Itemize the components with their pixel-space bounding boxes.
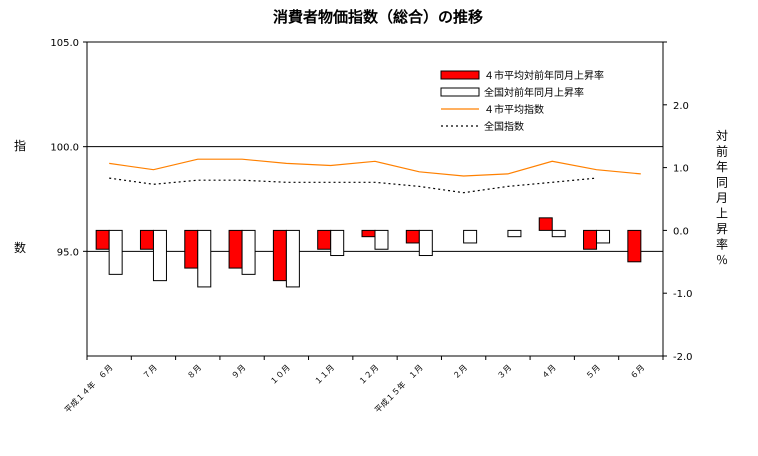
right-axis-label: ％: [716, 253, 728, 267]
left-axis-label: 指: [14, 138, 26, 153]
right-axis-label: 上: [716, 207, 728, 221]
bar-national-rate: [108, 229, 123, 275]
bar-national-rate: [596, 229, 611, 244]
right-tick-label: 1.0: [673, 164, 689, 175]
right-axis-label: 月: [716, 191, 728, 205]
chart-title: 消費者物価指数（総合）の推移: [273, 8, 483, 26]
x-tick-label: １２月: [357, 363, 380, 386]
bar-national-rate: [463, 229, 478, 244]
x-tick-label: ６月: [629, 363, 647, 381]
bar-city-avg-rate: [361, 229, 376, 238]
x-tick-label: ４月: [540, 363, 558, 381]
bar-national-rate: [551, 229, 566, 238]
right-axis-label: 同: [716, 176, 728, 190]
bar-city-avg-rate: [583, 229, 598, 250]
line-national-index: [109, 177, 597, 194]
bar-city-avg-rate: [405, 229, 420, 244]
x-tick-label: ２月: [451, 363, 469, 381]
right-tick-label: -1.0: [673, 289, 693, 300]
bar-city-avg-rate: [139, 229, 154, 250]
right-axis-label: 率: [716, 237, 728, 252]
bar-national-rate: [197, 229, 212, 288]
left-axis-label: 数: [14, 240, 26, 255]
bar-city-avg-rate: [228, 229, 243, 269]
bar-city-avg-rate: [627, 229, 642, 263]
bar-city-avg-rate: [95, 229, 110, 250]
left-tick-label: 105.0: [50, 38, 79, 49]
bar-national-rate: [285, 229, 300, 288]
bar-national-rate: [152, 229, 167, 282]
line-city-avg-index: [109, 158, 641, 177]
x-tick-label: ７月: [141, 363, 159, 381]
bar-national-rate: [418, 229, 433, 257]
bar-city-avg-rate: [538, 217, 553, 231]
bar-city-avg-rate: [317, 229, 332, 250]
bar-city-avg-rate: [272, 229, 287, 282]
right-axis-label: 対: [716, 129, 728, 143]
right-tick-label: -2.0: [673, 352, 693, 363]
left-tick-label: 100.0: [50, 143, 79, 154]
legend-label: 全国対前年同月上昇率: [484, 86, 584, 99]
legend-label: ４市平均指数: [484, 103, 544, 116]
bar-national-rate: [241, 229, 256, 275]
x-tick-label: 平成１５年 １月: [372, 362, 424, 414]
x-tick-label: 平成１４年 ６月: [62, 362, 114, 414]
legend-swatch: [440, 87, 480, 97]
x-tick-label: ９月: [230, 363, 248, 381]
legend-swatch: [440, 70, 480, 80]
x-tick-label: １１月: [313, 363, 336, 386]
x-tick-label: ８月: [186, 363, 204, 381]
legend-label: ４市平均対前年同月上昇率: [484, 69, 604, 82]
x-tick-label: １０月: [268, 363, 291, 386]
right-axis-label: 昇: [716, 222, 728, 236]
right-tick-label: 0.0: [673, 226, 689, 237]
x-tick-label: ３月: [496, 363, 514, 381]
bar-national-rate: [507, 229, 522, 238]
left-tick-label: 95.0: [57, 247, 79, 258]
bar-national-rate: [330, 229, 345, 257]
bar-city-avg-rate: [184, 229, 199, 269]
right-tick-label: 2.0: [673, 101, 689, 112]
legend-label: 全国指数: [484, 120, 524, 133]
x-tick-label: ５月: [584, 363, 602, 381]
right-axis-label: 前: [716, 144, 728, 159]
right-axis-label: 年: [716, 160, 728, 174]
bar-national-rate: [374, 229, 389, 250]
